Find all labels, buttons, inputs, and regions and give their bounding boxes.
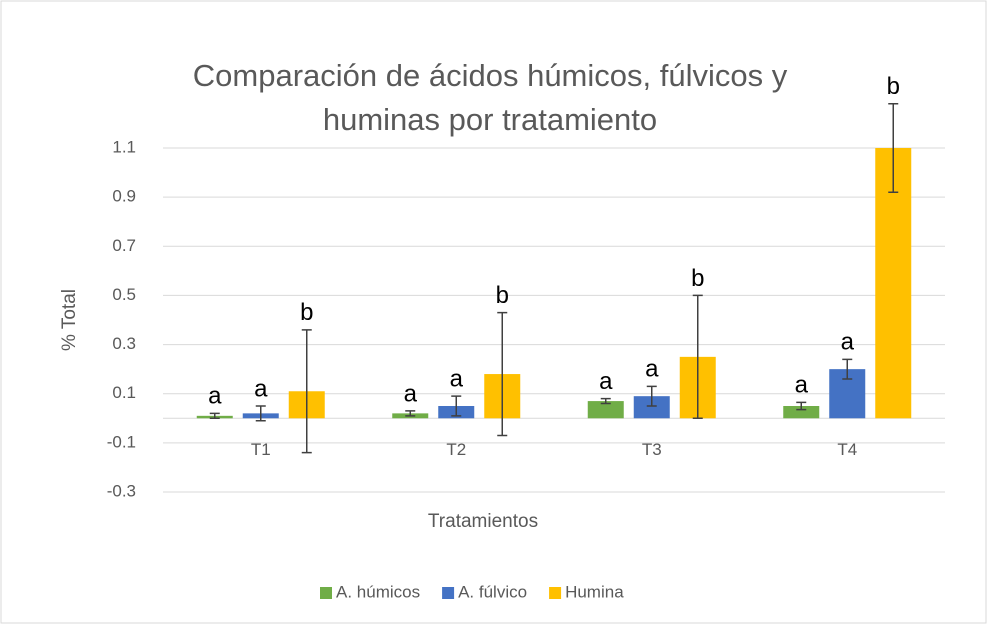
error-bar — [692, 294, 703, 420]
chart-title: huminas por tratamiento — [323, 102, 657, 137]
legend-swatch — [320, 587, 332, 599]
error-bar — [405, 410, 416, 417]
x-tick-label: T3 — [642, 440, 662, 459]
significance-letter: b — [691, 265, 704, 292]
significance-letter: b — [496, 282, 509, 309]
error-bar — [451, 395, 462, 417]
error-bar — [646, 385, 657, 407]
y-tick-label: 0.7 — [112, 236, 136, 255]
y-tick-label: 0.9 — [112, 187, 136, 206]
error-bar — [600, 397, 611, 405]
significance-letter: a — [254, 375, 268, 402]
y-axis-label: % Total — [59, 289, 80, 351]
y-tick-label: 0.1 — [112, 383, 136, 402]
chart-title: Comparación de ácidos húmicos, fúlvicos … — [193, 58, 788, 93]
y-tick-label: 1.1 — [112, 137, 136, 156]
error-bar — [888, 103, 899, 193]
bar — [587, 401, 624, 419]
error-bar — [796, 401, 807, 411]
error-bar — [301, 329, 312, 454]
significance-letter: b — [887, 73, 900, 100]
y-tick-label: 0.5 — [112, 285, 136, 304]
significance-letter: a — [645, 356, 659, 383]
significance-letter: b — [300, 299, 313, 326]
x-tick-label: T2 — [446, 440, 466, 459]
significance-letter: a — [404, 380, 418, 407]
bar — [875, 148, 912, 419]
error-bar — [209, 412, 220, 420]
significance-letter: a — [208, 383, 222, 410]
significance-letter: a — [599, 368, 613, 395]
error-bar — [255, 405, 266, 422]
significance-letter: a — [795, 372, 809, 399]
y-tick-label: 0.3 — [112, 334, 136, 353]
error-bar — [842, 358, 853, 380]
legend-swatch — [549, 587, 562, 599]
legend-swatch — [442, 587, 455, 599]
legend-label: A. húmicos — [336, 582, 420, 601]
error-bar — [497, 311, 508, 437]
bar — [783, 406, 820, 419]
x-tick-label: T4 — [837, 440, 857, 459]
significance-letter: a — [841, 329, 855, 356]
significance-letter: a — [450, 366, 464, 393]
legend-label: A. fúlvico — [458, 582, 527, 601]
y-tick-label: -0.1 — [107, 432, 136, 451]
x-tick-label: T1 — [251, 440, 271, 459]
y-tick-label: -0.3 — [107, 481, 136, 500]
x-axis-label: Tratamientos — [428, 511, 538, 532]
bar — [633, 396, 670, 419]
legend-label: Humina — [565, 582, 624, 601]
